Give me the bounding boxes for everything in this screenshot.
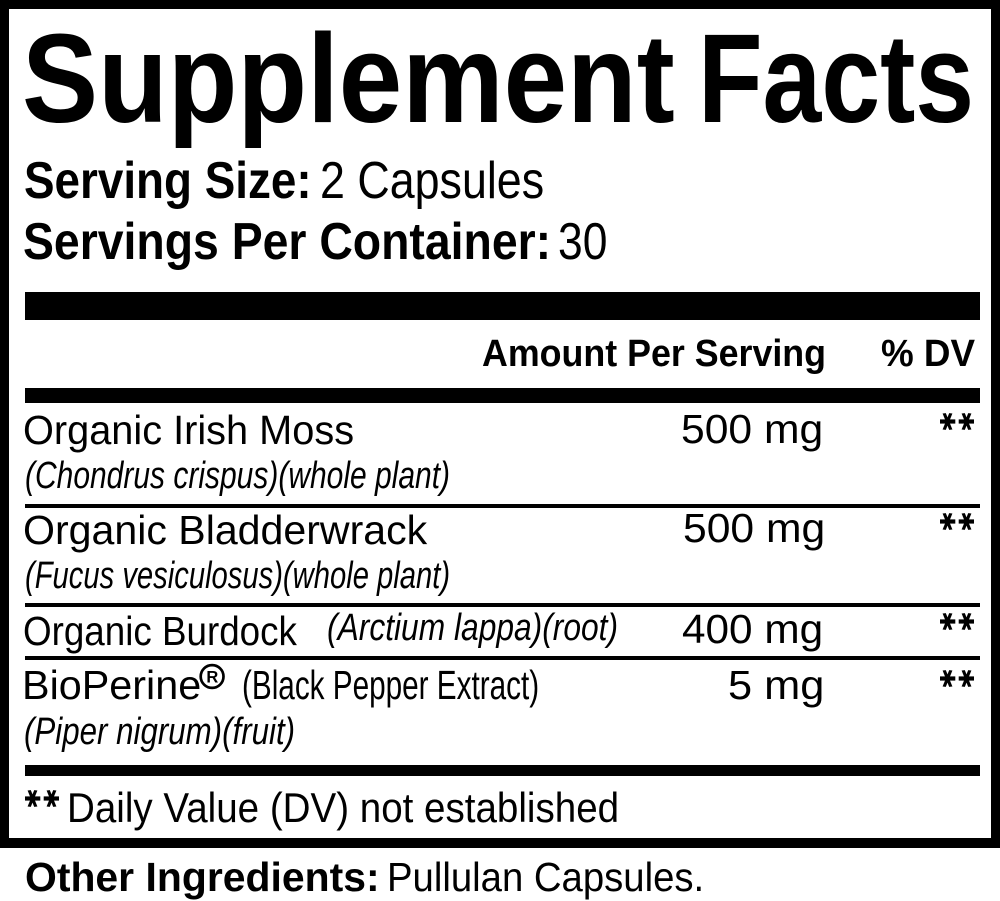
svg-text:R: R xyxy=(206,668,218,686)
